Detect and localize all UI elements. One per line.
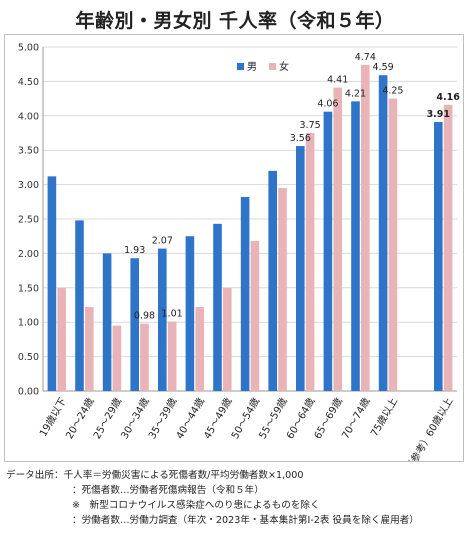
bar-male: [213, 223, 222, 391]
bar-male: [75, 220, 84, 391]
legend-label: 男: [247, 61, 257, 73]
data-label: 4.25: [382, 86, 403, 97]
data-label: 4.74: [355, 52, 376, 63]
bar-female: [85, 307, 94, 391]
bar-chart: 0.00 0.50 1.00 1.50 2.00 2.50 3.00 3.50 4.00 4.50…: [18, 43, 460, 462]
y-tick-label: 3.00: [18, 180, 39, 191]
note-covid-exclusion: ※ 新型コロナウイルス感染症へのり患によるものを除く: [72, 500, 320, 511]
bar-female: [333, 87, 342, 392]
bar-male: [130, 258, 139, 391]
note-row-1: データ出所：千人率＝労働災害による死傷者数/平均労働者数×1,000: [6, 468, 466, 483]
bar-female: [195, 307, 204, 391]
data-label: 1.93: [124, 245, 145, 256]
y-tick-label: 0.50: [18, 352, 39, 363]
bar-male: [296, 146, 305, 391]
y-tick-label: 1.50: [18, 283, 39, 294]
legend-swatch: [269, 63, 276, 70]
data-label: 0.98: [134, 311, 155, 322]
y-tick-label: 0.00: [18, 387, 39, 398]
bar-female: [305, 133, 315, 391]
bar-male: [158, 248, 167, 391]
note-casualties: ：死傷者数…労働者死傷病報告（令和５年）: [72, 485, 264, 496]
bar-male: [351, 101, 360, 392]
bar-female: [361, 64, 370, 391]
bar-female: [167, 321, 177, 391]
bar-male: [185, 236, 195, 391]
chart-area: 0.00 0.50 1.00 1.50 2.00 2.50 3.00 3.50 4.00 4.50…: [4, 34, 464, 462]
x-tick-label: 75歳以上: [368, 396, 400, 439]
x-tick-label: （参考）60歳以上: [403, 395, 456, 461]
bar-female: [278, 188, 287, 391]
note-label: データ出所：: [6, 470, 64, 481]
data-label: 4.41: [327, 75, 348, 86]
bar-female: [223, 287, 232, 391]
y-tick-label: 3.50: [18, 146, 39, 157]
legend-swatch: [237, 63, 244, 70]
bar-male: [102, 253, 112, 391]
bar-female: [140, 323, 149, 391]
bar-female: [388, 98, 398, 391]
bar-female: [57, 287, 66, 391]
bar-male: [323, 111, 333, 391]
source-notes: データ出所：千人率＝労働災害による死傷者数/平均労働者数×1,000 ：死傷者数…: [6, 468, 466, 528]
data-label: 1.01: [162, 309, 183, 320]
y-tick-label: 1.00: [18, 318, 39, 329]
bar-male: [434, 121, 443, 391]
chart-title: 年齢別・男女別 千人率（令和５年）: [75, 10, 395, 32]
y-tick-label: 2.00: [18, 249, 39, 260]
bar-female: [443, 104, 453, 392]
bar-female: [250, 241, 260, 391]
note-row-3: ※ 新型コロナウイルス感染症へのり患によるものを除く: [6, 498, 466, 513]
note-row-2: ：死傷者数…労働者死傷病報告（令和５年）: [6, 483, 466, 498]
bar-male: [47, 176, 57, 391]
note-workers: ：労働者数…労働力調査（年次・2023年・基本集計第Ⅰ-2表 役員を除く雇用者）: [72, 515, 419, 526]
data-label: 4.16: [436, 92, 460, 103]
data-label: 3.91: [427, 109, 450, 120]
bar-male: [240, 196, 250, 391]
note-row-4: ：労働者数…労働力調査（年次・2023年・基本集計第Ⅰ-2表 役員を除く雇用者）: [6, 513, 466, 528]
y-tick-label: 4.50: [18, 77, 39, 88]
data-label: 4.59: [373, 62, 394, 73]
x-tick-label: 19歳以下: [37, 396, 69, 439]
data-label: 3.56: [290, 133, 311, 144]
data-label: 4.21: [345, 88, 366, 99]
y-tick-label: 4.00: [18, 111, 39, 122]
data-label: 3.75: [300, 120, 321, 131]
y-tick-label: 2.50: [18, 215, 39, 226]
data-label: 4.06: [317, 99, 338, 110]
y-tick-label: 5.00: [18, 43, 39, 54]
bar-male: [268, 170, 277, 391]
data-label: 2.07: [152, 236, 173, 247]
note-formula: 千人率＝労働災害による死傷者数/平均労働者数×1,000: [63, 470, 304, 481]
bar-female: [112, 325, 122, 391]
legend-label: 女: [279, 60, 289, 73]
bar-male: [378, 75, 388, 391]
